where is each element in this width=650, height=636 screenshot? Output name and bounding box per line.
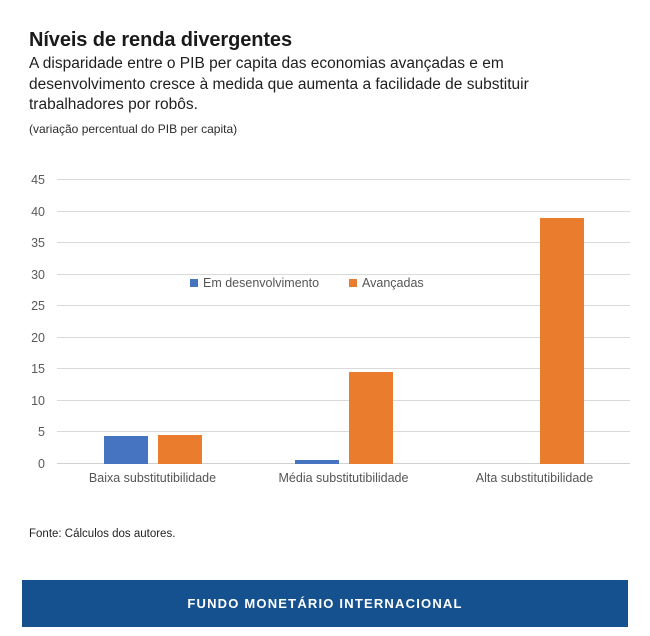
x-axis-category-labels: Baixa substitutibilidade Média substituti…: [57, 470, 630, 490]
y-tick-label-5: 5: [38, 425, 45, 440]
gridline-35: [57, 242, 630, 244]
gridline-5: [57, 431, 630, 433]
source-note: Fonte: Cálculos dos autores.: [29, 528, 176, 540]
footer-organization-name: FUNDO MONETÁRIO INTERNACIONAL: [187, 596, 463, 611]
chart-header: Níveis de renda divergentes A disparidad…: [29, 28, 629, 136]
x-label-group-1: Baixa substitutibilidade: [88, 471, 217, 485]
bar-developing-group-1: [103, 435, 148, 464]
y-tick-label-45: 45: [31, 172, 45, 187]
page-title: Níveis de renda divergentes: [29, 29, 292, 51]
legend-swatch-icon-advanced: [349, 279, 358, 288]
legend-label-advanced: Avançadas: [362, 276, 424, 290]
gridline-25: [57, 305, 630, 307]
chart-subtitle: A disparidade entre o PIB per capita das…: [29, 55, 529, 113]
legend-item-advanced: Avançadas: [349, 277, 424, 290]
gridline-40: [57, 210, 630, 212]
y-tick-label-40: 40: [31, 204, 45, 219]
x-label-group-3: Alta substitutibilidade: [475, 471, 594, 485]
chart-units-note: (variação percentual do PIB per capita): [29, 121, 238, 136]
gridline-20: [57, 336, 630, 338]
gridline-30: [57, 273, 630, 275]
gridline-15: [57, 368, 630, 370]
y-tick-label-0: 0: [38, 456, 45, 471]
plot-area: [57, 179, 630, 464]
y-tick-label-15: 15: [31, 362, 45, 377]
gridline-10: [57, 399, 630, 401]
legend-item-developing: Em desenvolvimento: [190, 277, 319, 290]
y-tick-label-35: 35: [31, 235, 45, 250]
y-tick-label-20: 20: [31, 330, 45, 345]
footer-bar: FUNDO MONETÁRIO INTERNACIONAL: [22, 580, 628, 627]
y-tick-label-30: 30: [31, 267, 45, 282]
bar-advanced-group-1: [157, 434, 202, 464]
legend-label-developing: Em desenvolvimento: [203, 276, 320, 290]
chart-legend: Em desenvolvimento Avançadas: [190, 277, 424, 290]
bar-advanced-group-3: [539, 217, 584, 464]
y-tick-label-25: 25: [31, 298, 45, 313]
y-axis-tick-labels: 0 5 10 15 20 25 30 35 40 45: [0, 174, 45, 470]
legend-swatch-icon-developing: [190, 279, 198, 288]
y-tick-label-10: 10: [31, 393, 45, 408]
x-label-group-2: Média substitutibilidade: [278, 471, 409, 485]
gridline-0: [57, 463, 630, 464]
bar-advanced-group-2: [348, 371, 393, 464]
bar-developing-group-2: [294, 459, 339, 464]
gridline-45: [57, 179, 630, 180]
